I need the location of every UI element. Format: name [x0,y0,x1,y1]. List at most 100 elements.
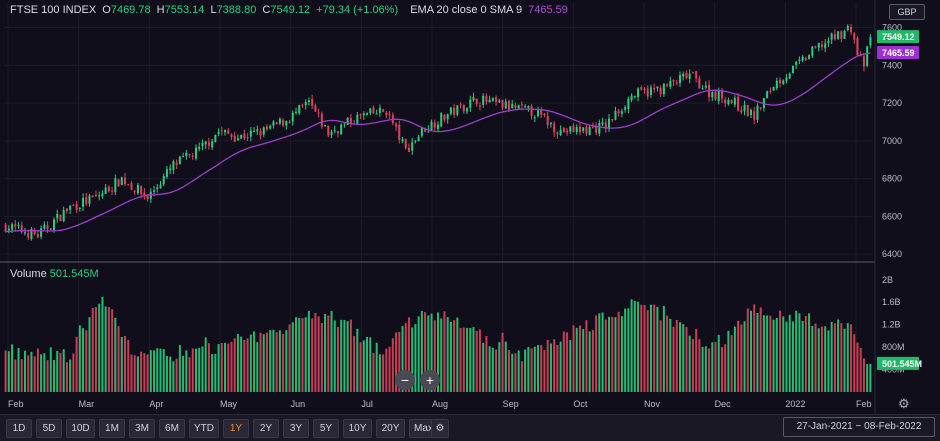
candle-body [740,109,743,113]
volume-bar [372,352,375,392]
volume-tick-label: 1.6B [882,297,901,307]
volume-bar [49,347,52,392]
candle-body [546,115,549,126]
volume-bar [791,321,794,392]
volume-bar [833,323,836,392]
candle-body [62,209,65,222]
range-button-5d[interactable]: 5D [36,419,62,438]
range-button-20y[interactable]: 20Y [376,419,405,438]
volume-bar [514,353,517,392]
range-button-2y[interactable]: 2Y [253,419,279,438]
range-button-1d[interactable]: 1D [6,419,32,438]
candle-body [59,214,62,222]
volume-bar [359,342,362,392]
range-button-3m[interactable]: 3M [129,419,155,438]
volume-bar [233,338,236,392]
range-button-10y[interactable]: 10Y [343,419,372,438]
close-label: C [262,4,271,16]
volume-bar [133,355,136,392]
range-button-5y[interactable]: 5Y [313,419,339,438]
candle-body [72,204,75,206]
candle-body [224,129,227,133]
candle-body [236,138,239,141]
candle-body [101,193,104,197]
volume-bar [278,330,281,392]
volume-bar [588,331,591,392]
settings-gear-icon[interactable]: ⚙ [898,396,910,411]
candle-body [559,129,562,136]
candle-body [475,98,478,105]
volume-bar [666,315,669,392]
svg-text:7465.59: 7465.59 [882,48,915,58]
candle-body [862,56,865,67]
range-button-ytd[interactable]: YTD [189,419,219,438]
volume-bar [62,349,65,392]
volume-bar [407,317,410,392]
volume-bar [553,339,556,392]
volume-bar [598,313,601,392]
volume-tick-label: 1.2B [882,320,901,330]
volume-bar [27,355,30,392]
date-range-field[interactable]: 27-Jan-2021 − 08-Feb-2022 [783,417,935,437]
range-button-6m[interactable]: 6M [159,419,185,438]
volume-bar [240,336,243,392]
svg-text:501.545M: 501.545M [882,359,922,369]
candle-body [472,97,475,100]
volume-bar [262,334,265,392]
range-button-10d[interactable]: 10D [66,419,95,438]
candle-body [136,184,139,194]
volume-bar [4,350,7,392]
candle-body [404,138,407,149]
candle-body [433,122,436,128]
volume-bar [759,307,762,392]
time-tick-label: Jun [291,399,306,409]
gear-icon[interactable]: ⚙ [431,419,449,438]
candle-body [275,122,278,125]
volume-bar [149,350,152,392]
chart-canvas[interactable]: 6400 6600 6800 7000 7200 7400 7600 2B 1.6B 1.2B 80… [0,0,940,414]
candle-body [249,130,252,137]
volume-bar [320,323,323,392]
volume-bar [236,334,239,392]
volume-bar [17,348,20,392]
volume-bar [104,306,107,392]
candle-body [330,131,333,136]
volume-bar [498,342,501,392]
currency-selector[interactable]: GBP [889,4,925,20]
volume-bar [556,345,559,392]
candle-body [540,110,543,115]
candle-body [624,107,627,110]
candle-body [598,123,601,134]
candle-body [627,98,630,109]
candle-body [727,99,730,105]
range-button-3y[interactable]: 3Y [283,419,309,438]
volume-bar [333,320,336,392]
range-button-1y[interactable]: 1Y [223,419,249,438]
volume-bar [230,341,233,392]
zoom-in-button[interactable]: + [420,370,440,390]
candle-body [256,129,259,132]
zoom-out-button[interactable]: − [395,370,415,390]
volume-bar [814,323,817,392]
candle-body [637,88,640,98]
candle-body [611,119,614,121]
candle-body [417,136,420,142]
candle-body [614,111,617,120]
candle-body [75,204,78,210]
candle-body [304,102,307,105]
candle-body [456,105,459,115]
volume-bar [820,326,823,392]
candle-body [188,154,191,156]
candle-body [646,88,649,97]
candle-body [791,65,794,73]
range-button-1m[interactable]: 1M [99,419,125,438]
volume-bar [375,342,378,392]
volume-bar [433,320,436,392]
volume-bar [227,343,230,392]
volume-bar [11,344,14,392]
volume-bar [382,354,385,392]
candle-body [591,126,594,128]
candle-body [820,44,823,48]
volume-bar [7,351,10,392]
candle-body [117,179,120,187]
